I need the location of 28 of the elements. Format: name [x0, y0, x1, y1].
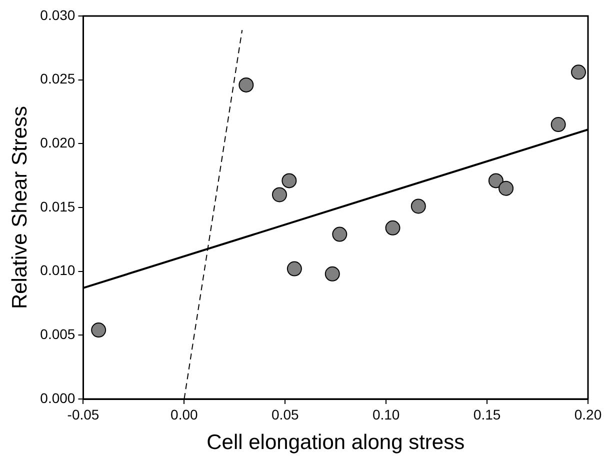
y-tick-label: 0.030: [40, 6, 76, 23]
x-tick-label: 0.00: [170, 406, 198, 422]
y-axis-title: Relative Shear Stress: [8, 106, 32, 310]
point: [91, 322, 106, 338]
point: [410, 198, 426, 214]
point: [498, 180, 514, 196]
x-axis-title: Cell elongation along stress: [206, 431, 465, 454]
x-tick-label: 0.20: [574, 406, 602, 422]
point: [238, 77, 254, 92]
y-tick-label: 0.000: [40, 390, 76, 406]
y-tick-label: 0.015: [40, 198, 76, 214]
x-tick-label: 0.15: [473, 406, 501, 422]
x-tick-label: 0.10: [372, 406, 400, 422]
x-tick-label: -0.05: [67, 406, 100, 422]
point: [324, 266, 340, 282]
y-tick-label: 0.005: [40, 326, 76, 342]
point: [571, 64, 586, 80]
point: [286, 261, 302, 276]
y-tick-label: 0.010: [40, 262, 76, 278]
y-tick-label: 0.025: [40, 70, 76, 87]
point: [385, 220, 400, 236]
point: [282, 173, 297, 188]
point: [488, 173, 504, 188]
y-tick-label: 0.020: [40, 134, 76, 151]
point: [332, 226, 348, 242]
point: [272, 187, 287, 202]
x-tick-label: 0.05: [272, 406, 299, 422]
point: [550, 117, 566, 132]
